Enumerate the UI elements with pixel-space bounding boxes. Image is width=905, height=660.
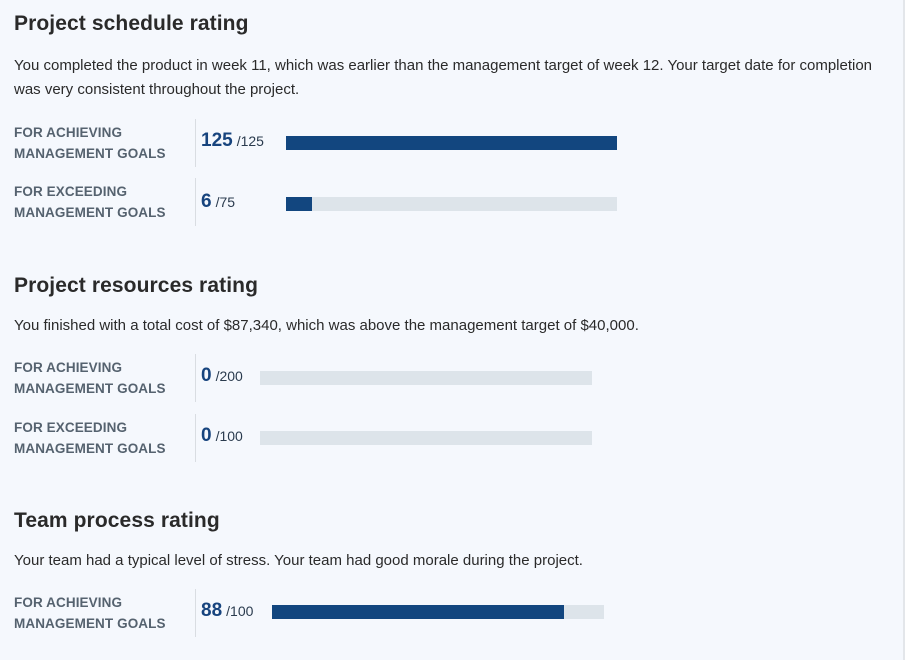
goal-label-line1: FOR ACHIEVING	[14, 360, 123, 375]
resources-rating-title: Project resources rating	[14, 274, 258, 297]
score-max: /75	[215, 194, 236, 210]
score: 0/100	[201, 425, 243, 447]
goal-label: FOR ACHIEVING MANAGEMENT GOALS	[14, 122, 189, 164]
goal-label-line2: MANAGEMENT GOALS	[14, 381, 166, 396]
progress-bar-fill	[272, 605, 565, 619]
progress-bar-track	[260, 371, 592, 385]
goal-label-line1: FOR ACHIEVING	[14, 125, 123, 140]
resources-rating-section: Project resources rating You finished wi…	[14, 274, 894, 474]
progress-bar-track	[286, 136, 617, 150]
team-rating-description: Your team had a typical level of stress.…	[14, 552, 583, 569]
score-max: /100	[215, 428, 243, 444]
score-max: /200	[215, 368, 243, 384]
score-value: 6	[201, 191, 212, 212]
right-edge-border	[903, 0, 905, 660]
goal-label-line2: MANAGEMENT GOALS	[14, 616, 166, 631]
score-value: 0	[201, 425, 212, 446]
goal-label-line2: MANAGEMENT GOALS	[14, 205, 166, 220]
resources-exceeding-row: FOR EXCEEDING MANAGEMENT GOALS 0/100	[14, 414, 894, 465]
schedule-exceeding-row: FOR EXCEEDING MANAGEMENT GOALS 6/75	[14, 178, 894, 229]
row-divider	[195, 414, 196, 462]
row-divider	[195, 119, 196, 167]
goal-label-line2: MANAGEMENT GOALS	[14, 146, 166, 161]
team-achieving-row: FOR ACHIEVING MANAGEMENT GOALS 88/100	[14, 589, 894, 640]
score: 88/100	[201, 600, 253, 622]
schedule-achieving-row: FOR ACHIEVING MANAGEMENT GOALS 125/125	[14, 119, 894, 170]
progress-bar-track	[260, 431, 592, 445]
goal-label-line2: MANAGEMENT GOALS	[14, 441, 166, 456]
progress-bar-track	[286, 197, 617, 211]
goal-label: FOR EXCEEDING MANAGEMENT GOALS	[14, 417, 189, 459]
score: 125/125	[201, 130, 264, 152]
team-rating-title: Team process rating	[14, 509, 220, 532]
resources-achieving-row: FOR ACHIEVING MANAGEMENT GOALS 0/200	[14, 354, 894, 405]
progress-bar-track	[272, 605, 604, 619]
score-max: /100	[226, 603, 254, 619]
score-value: 88	[201, 600, 223, 621]
row-divider	[195, 178, 196, 226]
score-max: /125	[236, 133, 264, 149]
schedule-rating-description: You completed the product in week 11, wh…	[14, 57, 873, 98]
progress-bar-fill	[286, 136, 617, 150]
score-value: 125	[201, 130, 233, 151]
goal-label-line1: FOR EXCEEDING	[14, 184, 128, 199]
progress-bar-fill	[286, 197, 313, 211]
row-divider	[195, 354, 196, 402]
goal-label-line1: FOR ACHIEVING	[14, 595, 123, 610]
team-rating-section: Team process rating Your team had a typi…	[14, 509, 894, 649]
schedule-rating-title: Project schedule rating	[14, 12, 249, 35]
goal-label-line1: FOR EXCEEDING	[14, 420, 128, 435]
row-divider	[195, 589, 196, 637]
goal-label: FOR EXCEEDING MANAGEMENT GOALS	[14, 181, 189, 223]
schedule-rating-section: Project schedule rating You completed th…	[14, 12, 894, 242]
score: 0/200	[201, 365, 243, 387]
goal-label: FOR ACHIEVING MANAGEMENT GOALS	[14, 592, 189, 634]
resources-rating-description: You finished with a total cost of $87,34…	[14, 317, 639, 334]
score-value: 0	[201, 365, 212, 386]
goal-label: FOR ACHIEVING MANAGEMENT GOALS	[14, 357, 189, 399]
score: 6/75	[201, 191, 235, 213]
